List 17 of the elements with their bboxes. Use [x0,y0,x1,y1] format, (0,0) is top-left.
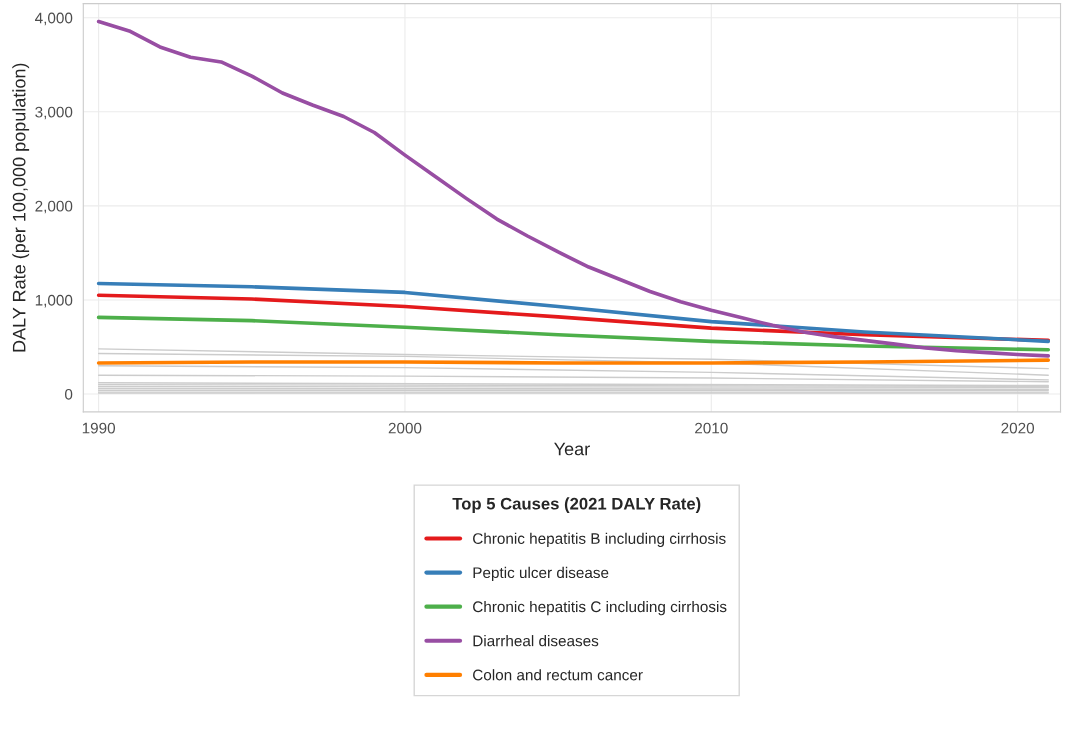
y-tick-label: 1,000 [35,294,73,308]
y-axis-title: DALY Rate (per 100,000 population) [12,63,30,352]
legend-label: Chronic hepatitis C including cirrhosis [473,600,727,616]
x-axis-title: Year [554,442,590,456]
legend-label: Peptic ulcer disease [473,566,609,582]
legend-title: Top 5 Causes (2021 DALY Rate) [452,497,701,513]
x-tick-label: 2010 [695,422,728,434]
legend-label: Chronic hepatitis B including cirrhosis [473,532,726,547]
y-tick-label: 2,000 [35,200,73,214]
y-tick-label: 3,000 [35,106,73,120]
x-tick-label: 1990 [82,422,116,434]
legend-label: Colon and rectum cancer [473,669,643,681]
x-tick-label: 2020 [1001,422,1035,434]
y-tick-label: 4,000 [35,12,73,26]
y-tick-label: 0 [64,388,73,400]
legend-label: Diarrheal diseases [473,635,599,647]
x-tick-label: 2000 [388,422,422,434]
